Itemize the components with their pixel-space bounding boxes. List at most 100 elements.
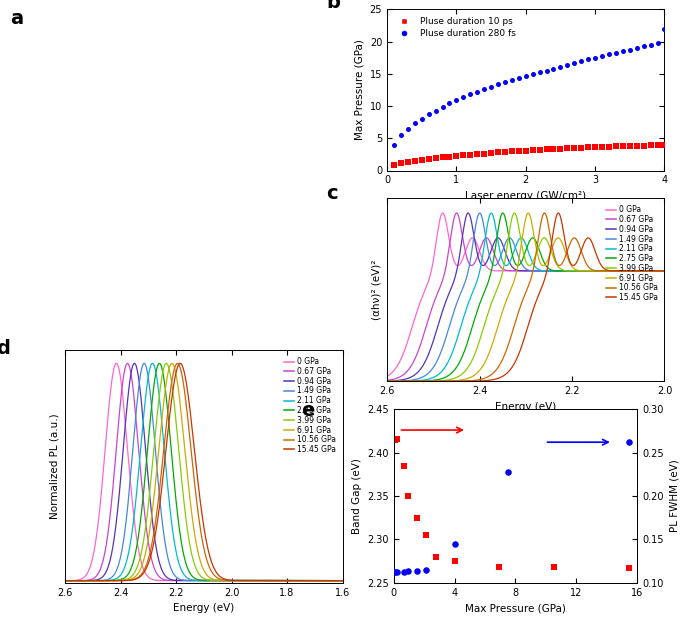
Point xyxy=(638,141,649,151)
Point xyxy=(464,150,475,160)
Point xyxy=(390,567,401,577)
Point xyxy=(421,530,432,540)
Point xyxy=(493,562,504,572)
Point xyxy=(506,146,517,156)
Point xyxy=(411,565,422,575)
Point xyxy=(388,140,399,149)
Point xyxy=(603,50,614,60)
Point xyxy=(624,141,635,151)
Point xyxy=(652,140,663,150)
Point xyxy=(402,157,413,167)
Point xyxy=(569,58,580,68)
Point xyxy=(569,143,580,153)
Point xyxy=(597,142,608,152)
Point xyxy=(421,565,432,575)
Point xyxy=(430,105,441,115)
Point xyxy=(520,146,531,156)
Point xyxy=(388,567,399,577)
Point xyxy=(493,148,503,157)
Point xyxy=(444,99,455,108)
Point xyxy=(458,151,469,161)
Point xyxy=(499,78,510,87)
Point xyxy=(549,562,560,572)
Point xyxy=(624,45,635,55)
Point xyxy=(623,437,634,447)
Point xyxy=(534,68,545,78)
Point xyxy=(527,145,538,155)
Point xyxy=(562,143,573,153)
Point xyxy=(583,143,594,153)
Point xyxy=(437,153,448,162)
Point xyxy=(659,140,670,150)
Point xyxy=(502,467,513,477)
Text: a: a xyxy=(10,9,23,29)
Text: b: b xyxy=(326,0,340,12)
Legend: 0 GPa, 0.67 GPa, 0.94 GPa, 1.49 GPa, 2.11 GPa, 2.75 GPa, 3.99 GPa, 6.91 GPa, 10.: 0 GPa, 0.67 GPa, 0.94 GPa, 1.49 GPa, 2.1… xyxy=(603,202,660,305)
Point xyxy=(603,142,614,152)
Point xyxy=(409,118,420,128)
Point xyxy=(423,154,434,164)
Point xyxy=(451,95,462,105)
Point xyxy=(623,563,634,573)
Point xyxy=(479,149,490,159)
Point xyxy=(590,142,601,152)
Point xyxy=(486,82,497,92)
Point xyxy=(645,141,656,151)
Legend: 0 GPa, 0.67 GPa, 0.94 GPa, 1.49 GPa, 2.11 GPa, 2.75 GPa, 3.99 GPa, 6.91 GPa, 10.: 0 GPa, 0.67 GPa, 0.94 GPa, 1.49 GPa, 2.1… xyxy=(282,354,338,457)
Point xyxy=(430,552,441,562)
Point xyxy=(499,147,510,157)
Point xyxy=(391,567,402,577)
Point xyxy=(506,75,517,85)
Point xyxy=(597,51,608,61)
Point xyxy=(402,123,413,133)
Point xyxy=(416,155,427,165)
Point xyxy=(403,491,414,501)
Legend: Pluse duration 10 ps, Pluse duration 280 fs: Pluse duration 10 ps, Pluse duration 280… xyxy=(392,14,520,42)
Point xyxy=(391,434,402,444)
Point xyxy=(388,435,399,445)
Point xyxy=(548,144,559,154)
Text: d: d xyxy=(0,339,10,358)
Point xyxy=(555,62,566,72)
Point xyxy=(388,160,399,170)
Point xyxy=(409,156,420,166)
Point xyxy=(659,24,670,33)
Point xyxy=(645,40,656,50)
Point xyxy=(403,565,414,575)
Point xyxy=(449,556,460,566)
Point xyxy=(486,148,497,158)
Point xyxy=(399,461,410,471)
Y-axis label: PL FWHM (eV): PL FWHM (eV) xyxy=(669,459,679,533)
X-axis label: Energy (eV): Energy (eV) xyxy=(495,402,556,412)
Point xyxy=(423,110,434,120)
Point xyxy=(617,46,628,56)
Y-axis label: (αhν)² (eV)²: (αhν)² (eV)² xyxy=(371,260,382,320)
Point xyxy=(562,60,573,69)
Point xyxy=(610,48,621,58)
Point xyxy=(458,92,469,102)
X-axis label: Max Pressure (GPa): Max Pressure (GPa) xyxy=(465,603,566,613)
Point xyxy=(444,152,455,162)
Point xyxy=(575,56,586,66)
Point xyxy=(575,143,586,153)
Y-axis label: Normalized PL (a.u.): Normalized PL (a.u.) xyxy=(49,414,60,520)
Point xyxy=(527,69,538,79)
Point xyxy=(610,141,621,151)
Point xyxy=(631,141,642,151)
Point xyxy=(583,55,594,64)
Text: e: e xyxy=(301,401,315,420)
Point xyxy=(416,114,427,124)
Point xyxy=(479,84,490,94)
Point xyxy=(472,87,483,97)
Point xyxy=(548,64,559,74)
Point xyxy=(430,153,441,163)
Point xyxy=(631,43,642,53)
Point xyxy=(541,144,552,154)
Y-axis label: Max Pressure (GPa): Max Pressure (GPa) xyxy=(354,40,364,140)
Y-axis label: Band Gap (eV): Band Gap (eV) xyxy=(351,458,362,534)
Point xyxy=(395,130,406,140)
Point xyxy=(395,159,406,169)
Point xyxy=(617,141,628,151)
Point xyxy=(437,102,448,112)
Point xyxy=(449,539,460,549)
